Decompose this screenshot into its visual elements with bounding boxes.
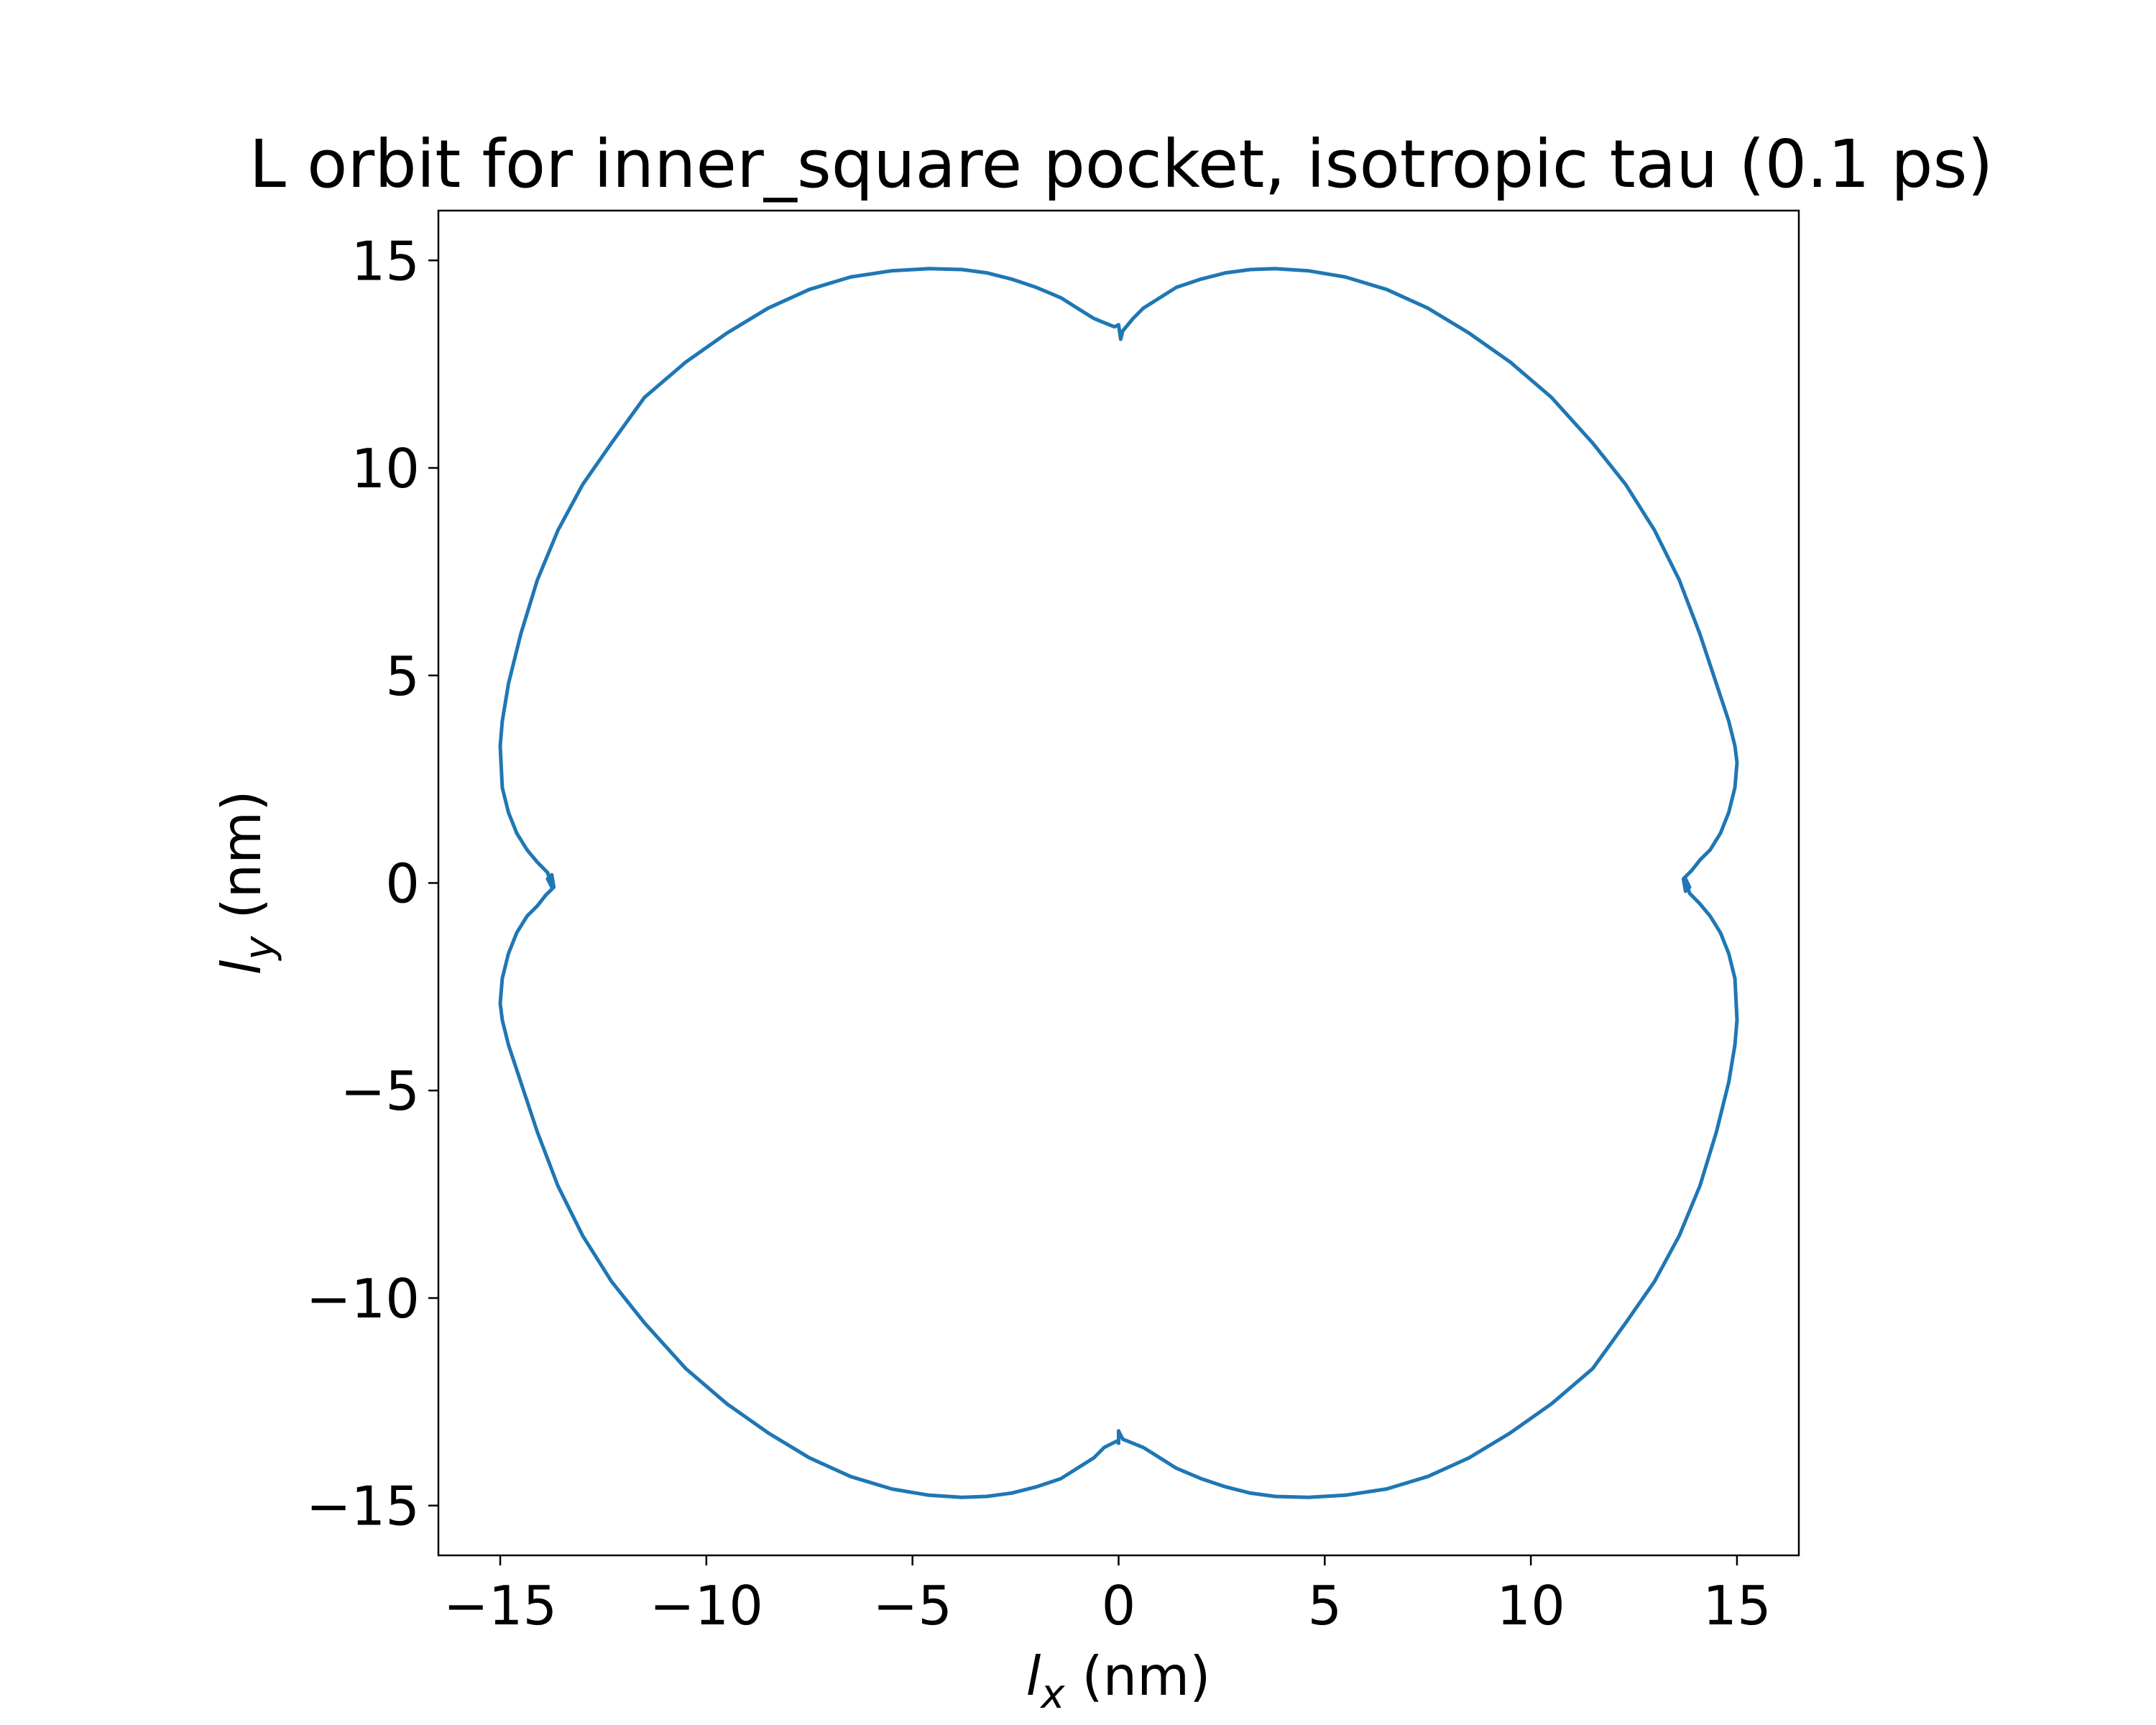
y-axis-label: ly (nm) [210,791,283,975]
x-tick-label: 10 [1496,1574,1565,1637]
x-tick-label: 5 [1307,1574,1342,1637]
x-tick-label: 0 [1102,1574,1136,1637]
y-tick-label: −5 [340,1059,420,1123]
y-tick-label: 15 [351,229,420,293]
y-tick-label: 10 [351,437,420,500]
x-tick-label: −15 [443,1574,557,1637]
series-group [498,267,1739,1499]
x-tick-label: −10 [650,1574,763,1637]
axis-ticks: −15 −10 −5 0 5 10 15 −15 −10 −5 0 5 10 15 [306,229,1772,1637]
y-tick-label: −15 [306,1475,420,1538]
x-axis-label: lx (nm) [1026,1644,1211,1718]
plot-area-frame [437,209,1800,1557]
orbit-line [498,267,1739,1499]
x-tick-label: −5 [872,1574,952,1637]
chart-title: L orbit for inner_square pocket, isotrop… [249,126,1994,203]
y-tick-label: 0 [385,852,420,916]
y-tick-label: 5 [385,645,420,708]
x-tick-label: 15 [1703,1574,1771,1637]
y-tick-label: −10 [306,1267,420,1330]
